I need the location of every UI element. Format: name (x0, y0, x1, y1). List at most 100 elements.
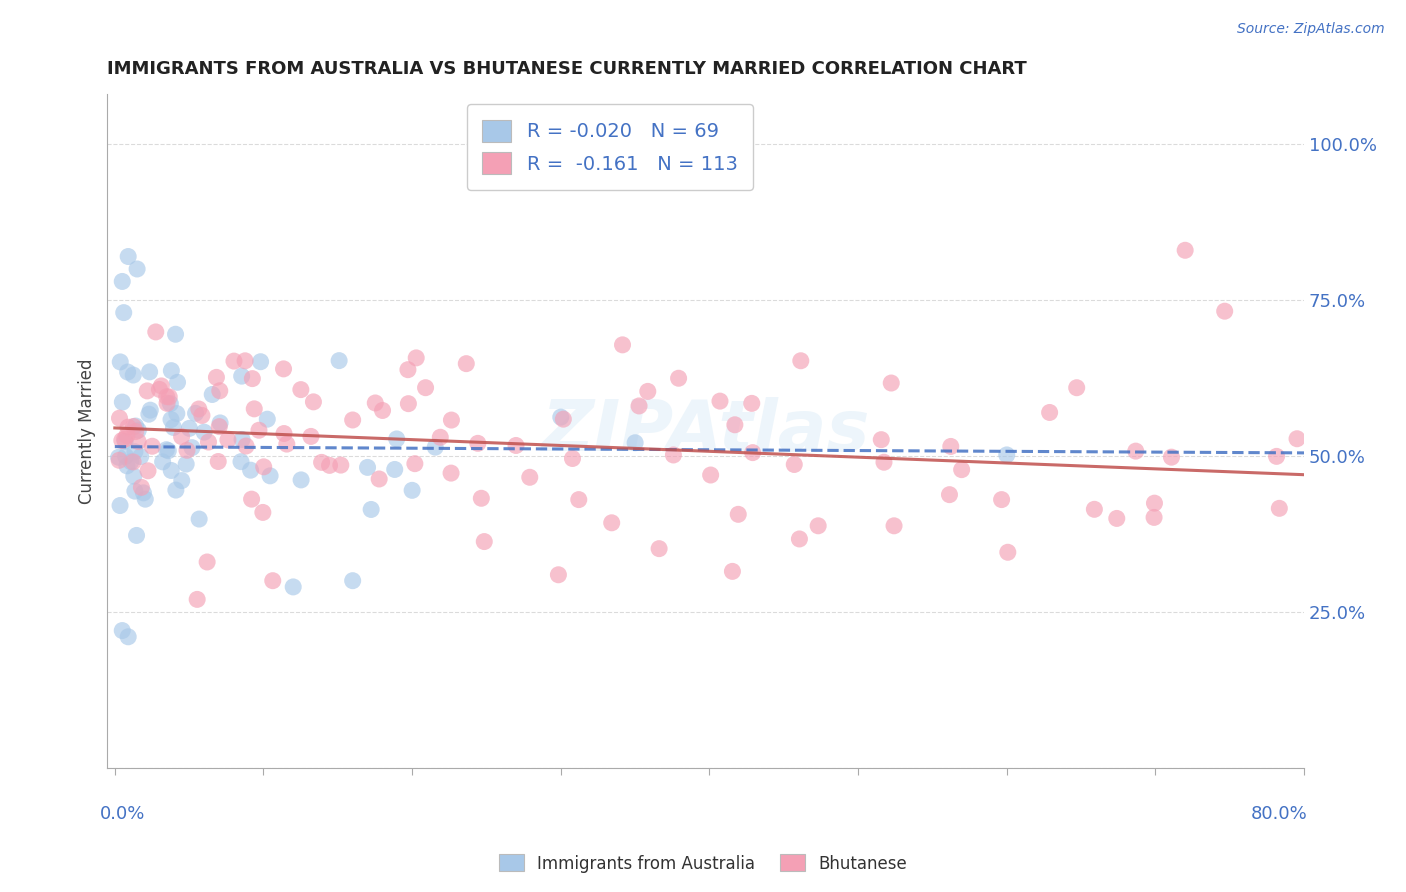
Point (229, 455, 252, 469)
Point (243, 401, 266, 416)
Point (883, 518, 905, 533)
Point (721, 565, 744, 579)
Point (938, 488, 960, 502)
Point (401, 483, 423, 498)
Point (165, 327, 187, 342)
Point (174, 457, 197, 471)
Point (176, 443, 198, 458)
Point (600, 516, 623, 530)
Point (117, 420, 139, 434)
Point (405, 351, 427, 365)
Point (108, 453, 131, 467)
Point (208, 384, 231, 398)
Point (662, 448, 685, 462)
Point (156, 396, 179, 410)
Point (201, 387, 224, 401)
Point (637, 384, 659, 399)
Y-axis label: Currently Married: Currently Married (79, 359, 96, 504)
Point (162, 420, 184, 434)
Point (612, 338, 634, 352)
Point (160, 412, 183, 426)
Point (425, 440, 447, 454)
Point (156, 390, 179, 404)
Point (111, 624, 134, 638)
Point (136, 464, 159, 478)
Point (138, 407, 160, 421)
Point (249, 355, 271, 369)
Point (125, 528, 148, 542)
Point (1213, 304, 1236, 318)
Point (217, 433, 239, 447)
Point (384, 462, 406, 476)
Point (396, 397, 419, 411)
Point (122, 455, 145, 469)
Point (1143, 496, 1166, 510)
Point (115, 458, 138, 473)
Point (160, 463, 183, 477)
Point (127, 434, 149, 449)
Point (165, 483, 187, 497)
Point (247, 423, 270, 437)
Point (170, 429, 193, 443)
Point (290, 383, 312, 397)
Point (1268, 501, 1291, 516)
Point (240, 371, 263, 385)
Point (1265, 450, 1288, 464)
Point (364, 396, 387, 410)
Point (553, 412, 575, 426)
Point (127, 262, 149, 277)
Point (440, 466, 463, 480)
Point (709, 394, 731, 409)
Point (550, 410, 572, 425)
Point (157, 390, 180, 404)
Point (547, 567, 569, 582)
Point (125, 419, 148, 434)
Text: Source: ZipAtlas.com: Source: ZipAtlas.com (1237, 22, 1385, 37)
Point (131, 480, 153, 494)
Point (239, 463, 262, 477)
Point (145, 325, 167, 339)
Point (159, 396, 181, 410)
Point (1143, 510, 1166, 524)
Point (112, 305, 135, 319)
Point (111, 434, 134, 448)
Point (111, 395, 134, 409)
Point (273, 362, 295, 376)
Point (179, 421, 201, 435)
Point (148, 383, 170, 397)
Point (997, 545, 1019, 559)
Point (138, 365, 160, 379)
Point (624, 435, 647, 450)
Point (187, 402, 209, 417)
Point (193, 425, 215, 439)
Point (472, 534, 495, 549)
Point (1160, 450, 1182, 465)
Point (807, 518, 830, 533)
Point (129, 450, 152, 464)
Point (519, 470, 541, 484)
Point (1174, 244, 1197, 258)
Point (561, 451, 583, 466)
Point (205, 370, 228, 384)
Point (668, 371, 690, 385)
Point (262, 574, 284, 588)
Point (1125, 444, 1147, 458)
Point (107, 450, 129, 465)
Point (628, 399, 651, 413)
Point (950, 463, 973, 477)
Point (299, 429, 322, 443)
Point (789, 532, 811, 546)
Point (360, 502, 382, 516)
Legend: R = -0.020   N = 69, R =  -0.161   N = 113: R = -0.020 N = 69, R = -0.161 N = 113 (467, 104, 754, 190)
Point (141, 439, 163, 453)
Text: 80.0%: 80.0% (1251, 805, 1308, 822)
Point (125, 425, 148, 439)
Point (240, 492, 263, 507)
Legend: Immigrants from Australia, Bhutanese: Immigrants from Australia, Bhutanese (492, 847, 914, 880)
Point (259, 468, 281, 483)
Point (114, 432, 136, 446)
Point (648, 541, 671, 556)
Point (115, 428, 138, 442)
Point (209, 416, 232, 430)
Point (166, 407, 188, 421)
